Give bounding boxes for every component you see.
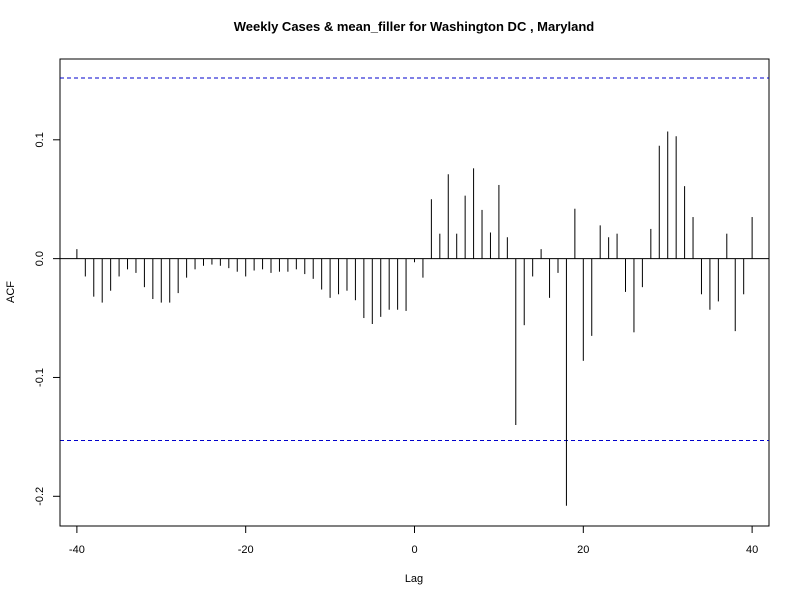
x-tick-label: 40 [746, 544, 758, 556]
y-tick-label: 0.0 [34, 251, 46, 266]
x-axis: -40 -20 0 20 40 [69, 525, 758, 556]
x-axis-label: Lag [405, 573, 423, 585]
y-tick-label: -0.2 [34, 487, 46, 506]
plot-frame [59, 58, 770, 527]
x-tick-label: 20 [577, 544, 589, 556]
y-tick-label: 0.1 [34, 132, 46, 147]
chart-title: Weekly Cases & mean_filler for Washingto… [234, 19, 595, 34]
x-tick-label: -40 [69, 544, 85, 556]
y-tick-label: -0.1 [34, 368, 46, 387]
y-axis-label: ACF [5, 281, 17, 303]
acf-bars [76, 131, 753, 506]
x-tick-label: -20 [238, 544, 254, 556]
y-axis: -0.2 -0.1 0.0 0.1 [34, 132, 61, 506]
x-tick-label: 0 [411, 544, 417, 556]
confidence-bounds [60, 77, 769, 441]
